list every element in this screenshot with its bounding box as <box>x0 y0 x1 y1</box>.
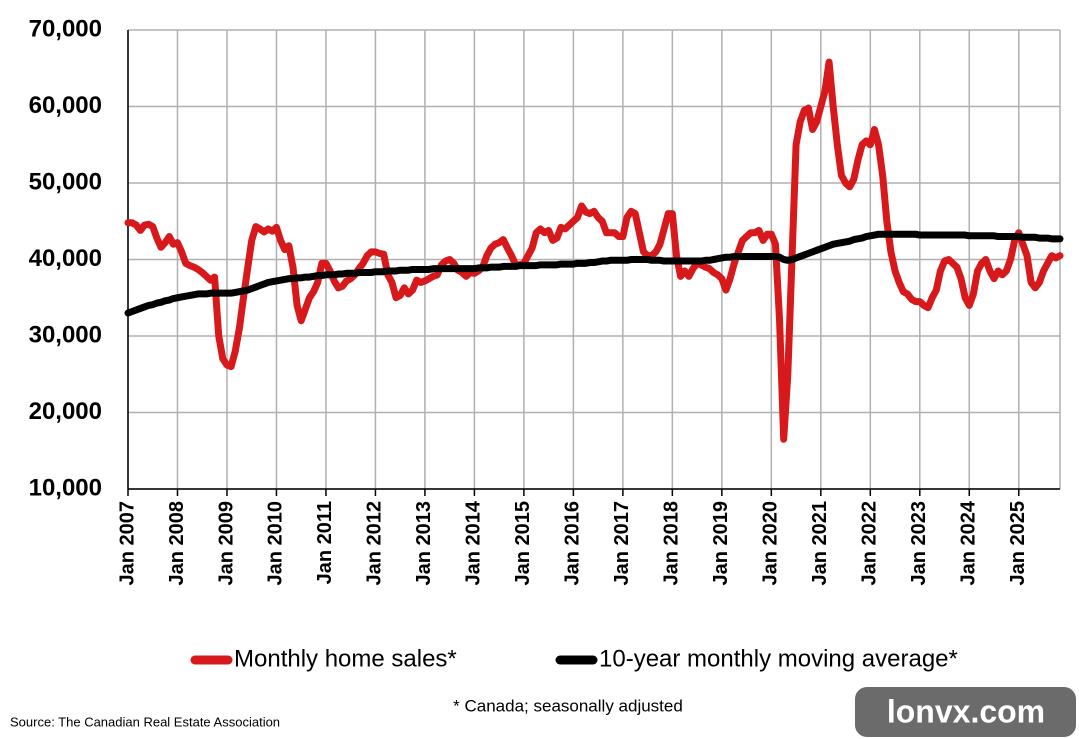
y-tick-label: 50,000 <box>29 168 102 195</box>
x-tick-label: Jan 2010 <box>265 501 287 586</box>
legend-label: Monthly home sales* <box>234 645 457 672</box>
note: * Canada; seasonally adjusted <box>453 696 683 715</box>
x-tick-label: Jan 2024 <box>958 500 980 585</box>
y-tick-label: 30,000 <box>29 321 102 348</box>
x-tick-label: Jan 2019 <box>710 501 732 586</box>
series-line <box>124 230 1064 317</box>
y-tick-label: 40,000 <box>29 245 102 272</box>
x-tick-label: Jan 2017 <box>611 501 633 586</box>
x-tick-label: Jan 2012 <box>364 501 386 586</box>
x-tick-label: Jan 2025 <box>1007 501 1029 586</box>
y-tick-label: 60,000 <box>29 92 102 119</box>
x-tick-label: Jan 2011 <box>314 501 336 584</box>
y-tick-label: 20,000 <box>29 398 102 425</box>
watermark: lonvx.com <box>887 693 1045 729</box>
y-tick-label: 70,000 <box>29 15 102 42</box>
x-tick-label: Jan 2020 <box>760 501 782 586</box>
x-tick-label: Jan 2023 <box>908 501 930 586</box>
x-tick-label: Jan 2018 <box>661 501 683 586</box>
x-tick-label: Jan 2022 <box>859 501 881 586</box>
legend-label: 10-year monthly moving average* <box>599 645 958 672</box>
x-tick-label: Jan 2013 <box>413 501 435 586</box>
series-line <box>124 58 1064 443</box>
x-tick-label: Jan 2009 <box>215 501 237 586</box>
x-tick-label: Jan 2015 <box>512 501 534 586</box>
x-tick-label: Jan 2014 <box>463 500 485 585</box>
x-tick-label: Jan 2016 <box>562 501 584 586</box>
x-tick-label: Jan 2007 <box>116 501 138 586</box>
x-tick-label: Jan 2021 <box>809 501 831 586</box>
x-tick-label: Jan 2008 <box>166 501 188 586</box>
source: Source: The Canadian Real Estate Associa… <box>10 714 280 729</box>
watermark-box <box>855 687 1076 737</box>
y-tick-label: 10,000 <box>29 474 102 501</box>
